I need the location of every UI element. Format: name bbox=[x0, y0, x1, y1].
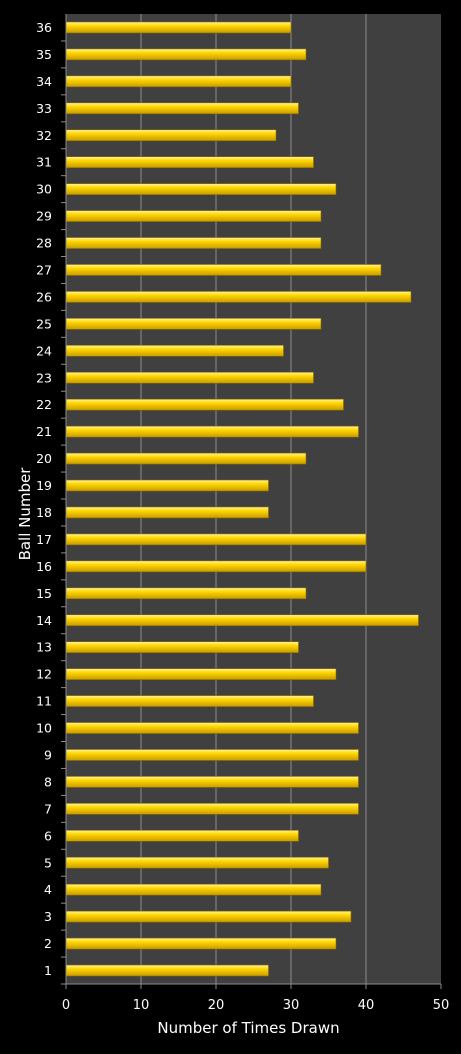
y-tick-label-21: 21 bbox=[36, 424, 52, 439]
x-tick-label-0: 0 bbox=[62, 998, 70, 1013]
y-tick-label-33: 33 bbox=[36, 101, 52, 116]
y-tick-label-23: 23 bbox=[36, 370, 52, 385]
bar-ball-25 bbox=[65, 318, 322, 330]
y-tick-label-13: 13 bbox=[36, 640, 52, 655]
x-tick-label-20: 20 bbox=[208, 998, 225, 1013]
y-axis-title: Ball Number bbox=[16, 467, 34, 561]
bar-ball-19 bbox=[65, 479, 269, 492]
bar-ball-11 bbox=[65, 695, 314, 707]
bar-ball-16 bbox=[65, 560, 367, 573]
y-tick-label-12: 12 bbox=[36, 667, 52, 682]
y-tick-label-36: 36 bbox=[36, 20, 52, 35]
bar-ball-2 bbox=[65, 937, 337, 950]
bar-ball-35 bbox=[65, 48, 307, 61]
bar-ball-12 bbox=[65, 668, 337, 680]
bar-ball-34 bbox=[65, 75, 292, 88]
y-tick-label-9: 9 bbox=[44, 747, 52, 762]
y-tick-label-35: 35 bbox=[36, 47, 52, 62]
bar-ball-22 bbox=[65, 398, 344, 411]
bar-ball-28 bbox=[65, 237, 322, 249]
y-tick-label-25: 25 bbox=[36, 316, 52, 331]
y-tick-label-8: 8 bbox=[44, 774, 52, 789]
y-tick-label-2: 2 bbox=[44, 936, 52, 951]
x-axis-ticks: 0 10 20 30 40 50 bbox=[62, 984, 449, 1013]
x-axis-title: Number of Times Drawn bbox=[157, 1019, 339, 1037]
bar-ball-13 bbox=[65, 641, 299, 653]
y-tick-label-14: 14 bbox=[36, 613, 52, 628]
y-tick-label-1: 1 bbox=[44, 963, 52, 978]
bar-ball-4 bbox=[65, 883, 322, 896]
y-tick-label-24: 24 bbox=[36, 343, 52, 358]
y-tick-label-17: 17 bbox=[36, 532, 52, 547]
bar-ball-1 bbox=[65, 964, 269, 977]
bar-ball-33 bbox=[65, 102, 299, 115]
bar-ball-5 bbox=[65, 856, 329, 869]
y-tick-label-22: 22 bbox=[36, 397, 52, 412]
bar-ball-27 bbox=[65, 264, 382, 276]
y-tick-label-5: 5 bbox=[44, 855, 52, 870]
y-tick-label-28: 28 bbox=[36, 236, 52, 251]
bar-ball-18 bbox=[65, 506, 269, 519]
bar-ball-6 bbox=[65, 830, 299, 842]
y-tick-label-29: 29 bbox=[36, 209, 52, 224]
x-tick-label-30: 30 bbox=[283, 998, 300, 1013]
y-tick-label-19: 19 bbox=[36, 478, 52, 493]
bar-ball-20 bbox=[65, 452, 307, 465]
y-tick-label-27: 27 bbox=[36, 262, 52, 277]
bar-ball-10 bbox=[65, 722, 359, 734]
bar-ball-36 bbox=[65, 21, 292, 34]
bar-ball-8 bbox=[65, 776, 359, 788]
y-tick-label-26: 26 bbox=[36, 289, 52, 304]
bar-ball-3 bbox=[65, 910, 352, 923]
y-tick-label-32: 32 bbox=[36, 128, 52, 143]
x-tick-label-50: 50 bbox=[433, 998, 450, 1013]
bar-ball-32 bbox=[65, 129, 277, 142]
bar-ball-7 bbox=[65, 803, 359, 815]
y-tick-label-11: 11 bbox=[36, 694, 52, 709]
y-tick-label-3: 3 bbox=[44, 909, 52, 924]
bar-ball-23 bbox=[65, 371, 314, 384]
bar-ball-14 bbox=[65, 614, 419, 627]
y-tick-label-10: 10 bbox=[36, 721, 52, 736]
y-tick-label-30: 30 bbox=[36, 182, 52, 197]
plot-area bbox=[66, 14, 441, 984]
y-tick-label-34: 34 bbox=[36, 74, 52, 89]
bar-ball-30 bbox=[65, 183, 337, 195]
y-tick-label-4: 4 bbox=[44, 882, 52, 897]
y-tick-label-16: 16 bbox=[36, 559, 52, 574]
bar-ball-24 bbox=[65, 345, 284, 357]
y-tick-label-20: 20 bbox=[36, 451, 52, 466]
y-tick-label-7: 7 bbox=[44, 801, 52, 816]
y-tick-label-31: 31 bbox=[36, 155, 52, 170]
bar-ball-9 bbox=[65, 749, 359, 761]
y-tick-label-15: 15 bbox=[36, 586, 52, 601]
bar-ball-26 bbox=[65, 291, 412, 303]
y-tick-label-18: 18 bbox=[36, 505, 52, 520]
x-tick-label-10: 10 bbox=[133, 998, 150, 1013]
y-axis-ticks: 1234567891011121314151617181920212223242… bbox=[36, 20, 66, 985]
gridlines bbox=[140, 14, 367, 984]
bar-ball-15 bbox=[65, 587, 307, 600]
bar-ball-17 bbox=[65, 533, 367, 546]
bars bbox=[65, 21, 419, 977]
y-tick-label-6: 6 bbox=[44, 828, 52, 843]
bar-ball-21 bbox=[65, 425, 359, 438]
bar-ball-31 bbox=[65, 156, 314, 168]
x-tick-label-40: 40 bbox=[358, 998, 375, 1013]
bar-ball-29 bbox=[65, 210, 322, 222]
